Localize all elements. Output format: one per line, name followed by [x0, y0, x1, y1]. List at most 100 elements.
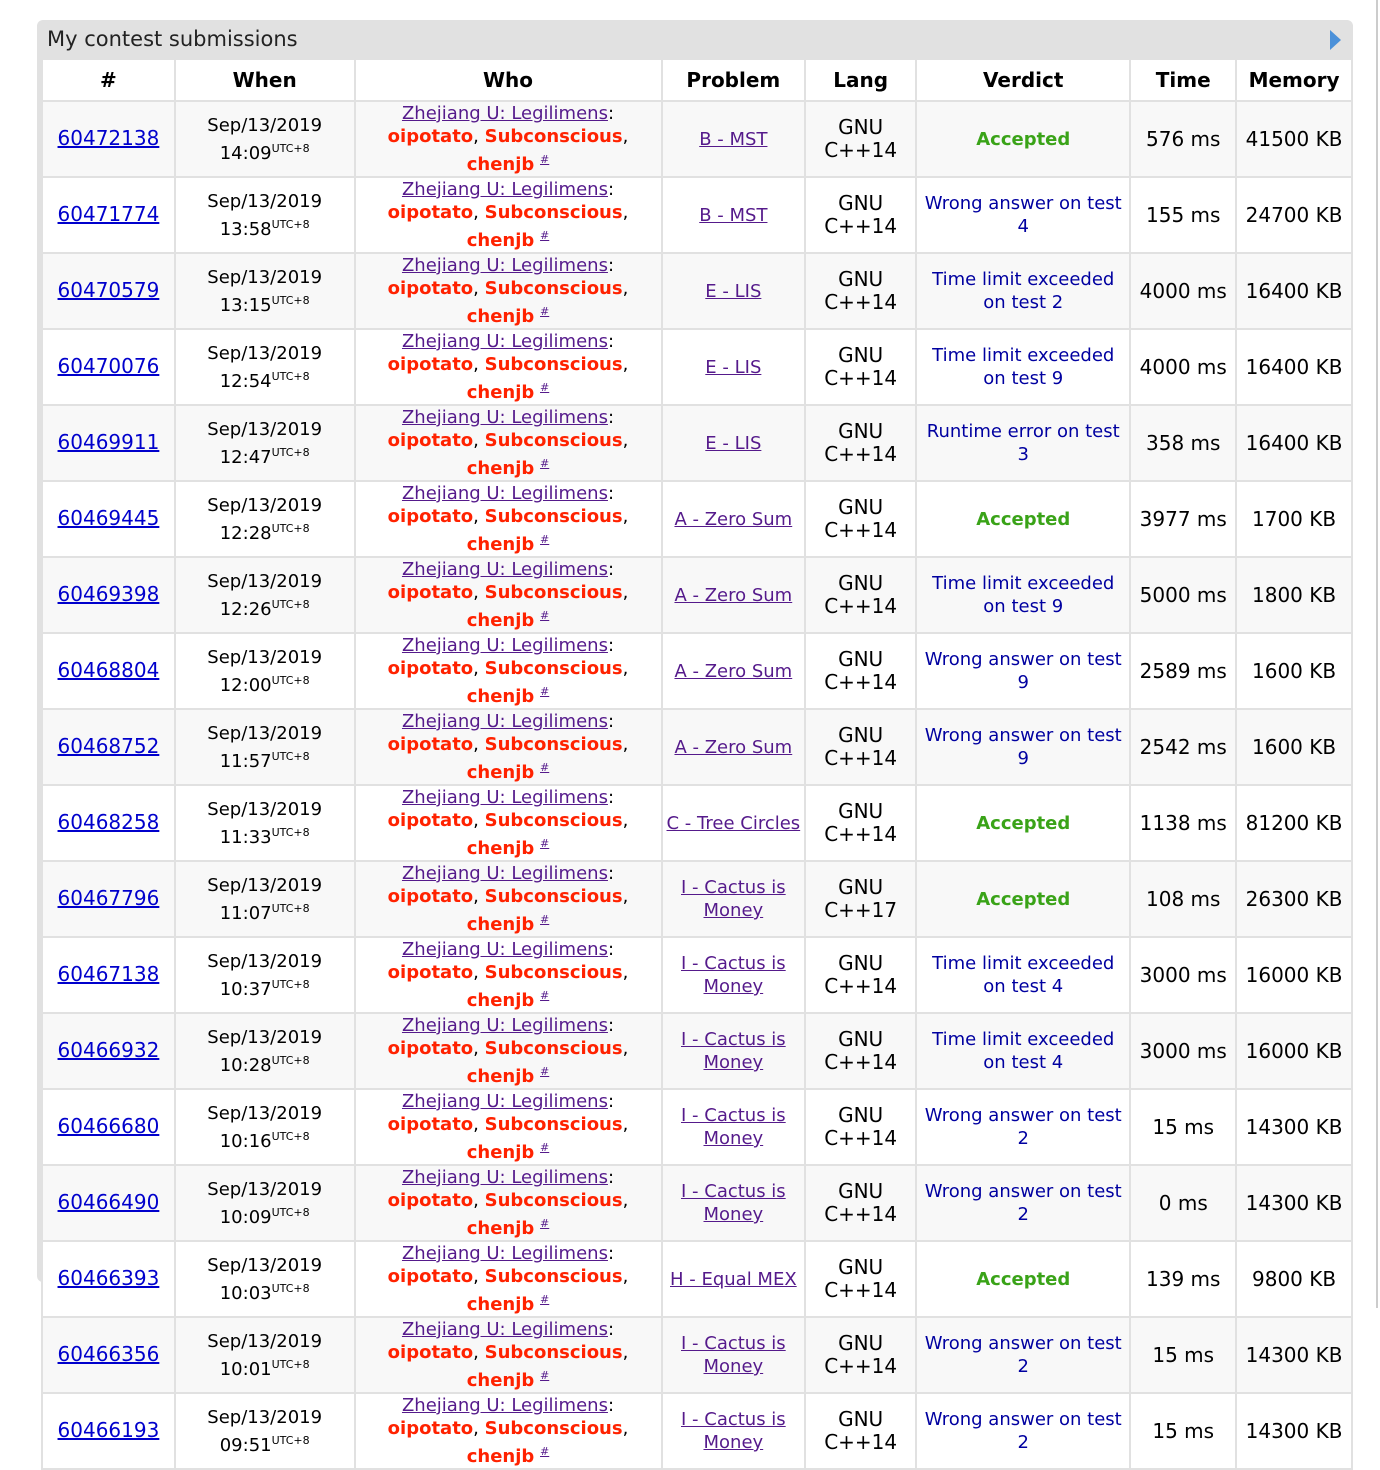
problem-link[interactable]: I - Cactus is Money: [681, 877, 786, 921]
problem-link[interactable]: A - Zero Sum: [674, 661, 792, 682]
team-link[interactable]: Zhejiang U: Legilimens: [402, 1395, 608, 1416]
member-link[interactable]: chenjb: [467, 610, 535, 631]
submission-id-link[interactable]: 60468258: [58, 810, 160, 834]
member-link[interactable]: chenjb: [467, 534, 535, 555]
team-link[interactable]: Zhejiang U: Legilimens: [402, 331, 608, 352]
member-hash-link[interactable]: #: [540, 1293, 549, 1306]
submission-id-link[interactable]: 60466490: [58, 1190, 160, 1214]
member-link[interactable]: oipotato: [388, 962, 474, 983]
problem-link[interactable]: I - Cactus is Money: [681, 1105, 786, 1149]
problem-link[interactable]: B - MST: [699, 129, 767, 150]
member-hash-link[interactable]: #: [540, 457, 549, 470]
member-link[interactable]: oipotato: [388, 1266, 474, 1287]
member-link[interactable]: chenjb: [467, 1218, 535, 1239]
member-link[interactable]: Subconscious: [485, 582, 623, 603]
submission-id-link[interactable]: 60467138: [58, 962, 160, 986]
submission-id-link[interactable]: 60471774: [58, 202, 160, 226]
team-link[interactable]: Zhejiang U: Legilimens: [402, 1243, 608, 1264]
problem-link[interactable]: C - Tree Circles: [667, 813, 801, 834]
member-hash-link[interactable]: #: [540, 837, 549, 850]
member-link[interactable]: chenjb: [467, 1370, 535, 1391]
submission-id-link[interactable]: 60469445: [58, 506, 160, 530]
member-link[interactable]: Subconscious: [485, 1266, 623, 1287]
team-link[interactable]: Zhejiang U: Legilimens: [402, 711, 608, 732]
member-link[interactable]: Subconscious: [485, 886, 623, 907]
member-link[interactable]: chenjb: [467, 1294, 535, 1315]
submission-id-link[interactable]: 60470579: [58, 278, 160, 302]
problem-link[interactable]: A - Zero Sum: [674, 585, 792, 606]
submission-id-link[interactable]: 60466680: [58, 1114, 160, 1138]
member-link[interactable]: Subconscious: [485, 734, 623, 755]
member-link[interactable]: Subconscious: [485, 810, 623, 831]
member-hash-link[interactable]: #: [540, 1141, 549, 1154]
member-link[interactable]: oipotato: [388, 126, 474, 147]
team-link[interactable]: Zhejiang U: Legilimens: [402, 407, 608, 428]
team-link[interactable]: Zhejiang U: Legilimens: [402, 1015, 608, 1036]
submission-id-link[interactable]: 60466193: [58, 1418, 160, 1442]
submission-id-link[interactable]: 60468804: [58, 658, 160, 682]
member-link[interactable]: oipotato: [388, 506, 474, 527]
team-link[interactable]: Zhejiang U: Legilimens: [402, 787, 608, 808]
submission-id-link[interactable]: 60469398: [58, 582, 160, 606]
member-link[interactable]: oipotato: [388, 658, 474, 679]
member-link[interactable]: oipotato: [388, 1114, 474, 1135]
member-link[interactable]: oipotato: [388, 202, 474, 223]
member-link[interactable]: Subconscious: [485, 658, 623, 679]
team-link[interactable]: Zhejiang U: Legilimens: [402, 939, 608, 960]
team-link[interactable]: Zhejiang U: Legilimens: [402, 635, 608, 656]
submission-id-link[interactable]: 60469911: [58, 430, 160, 454]
team-link[interactable]: Zhejiang U: Legilimens: [402, 179, 608, 200]
member-link[interactable]: chenjb: [467, 382, 535, 403]
member-link[interactable]: chenjb: [467, 914, 535, 935]
problem-link[interactable]: I - Cactus is Money: [681, 1409, 786, 1453]
member-link[interactable]: Subconscious: [485, 354, 623, 375]
member-link[interactable]: oipotato: [388, 1190, 474, 1211]
member-link[interactable]: Subconscious: [485, 278, 623, 299]
member-link[interactable]: oipotato: [388, 734, 474, 755]
member-link[interactable]: oipotato: [388, 354, 474, 375]
member-link[interactable]: oipotato: [388, 1342, 474, 1363]
member-hash-link[interactable]: #: [540, 685, 549, 698]
member-link[interactable]: Subconscious: [485, 202, 623, 223]
team-link[interactable]: Zhejiang U: Legilimens: [402, 483, 608, 504]
member-link[interactable]: oipotato: [388, 1418, 474, 1439]
member-link[interactable]: chenjb: [467, 1066, 535, 1087]
member-link[interactable]: chenjb: [467, 686, 535, 707]
member-link[interactable]: chenjb: [467, 1142, 535, 1163]
member-link[interactable]: chenjb: [467, 306, 535, 327]
submission-id-link[interactable]: 60468752: [58, 734, 160, 758]
member-link[interactable]: chenjb: [467, 990, 535, 1011]
member-link[interactable]: oipotato: [388, 1038, 474, 1059]
member-link[interactable]: oipotato: [388, 430, 474, 451]
submission-id-link[interactable]: 60472138: [58, 126, 160, 150]
member-link[interactable]: Subconscious: [485, 1038, 623, 1059]
submission-id-link[interactable]: 60466393: [58, 1266, 160, 1290]
problem-link[interactable]: E - LIS: [705, 357, 761, 378]
submission-id-link[interactable]: 60467796: [58, 886, 160, 910]
member-hash-link[interactable]: #: [540, 533, 549, 546]
team-link[interactable]: Zhejiang U: Legilimens: [402, 559, 608, 580]
member-link[interactable]: Subconscious: [485, 126, 623, 147]
member-link[interactable]: chenjb: [467, 838, 535, 859]
submission-id-link[interactable]: 60470076: [58, 354, 160, 378]
member-hash-link[interactable]: #: [540, 1065, 549, 1078]
member-link[interactable]: oipotato: [388, 278, 474, 299]
member-link[interactable]: chenjb: [467, 458, 535, 479]
member-link[interactable]: Subconscious: [485, 1190, 623, 1211]
member-hash-link[interactable]: #: [540, 305, 549, 318]
member-link[interactable]: oipotato: [388, 810, 474, 831]
member-link[interactable]: oipotato: [388, 886, 474, 907]
team-link[interactable]: Zhejiang U: Legilimens: [402, 1091, 608, 1112]
team-link[interactable]: Zhejiang U: Legilimens: [402, 255, 608, 276]
team-link[interactable]: Zhejiang U: Legilimens: [402, 1319, 608, 1340]
play-right-icon[interactable]: [1330, 30, 1341, 50]
member-link[interactable]: Subconscious: [485, 506, 623, 527]
member-link[interactable]: chenjb: [467, 762, 535, 783]
member-hash-link[interactable]: #: [540, 1445, 549, 1458]
problem-link[interactable]: I - Cactus is Money: [681, 1029, 786, 1073]
member-hash-link[interactable]: #: [540, 1217, 549, 1230]
submission-id-link[interactable]: 60466932: [58, 1038, 160, 1062]
member-hash-link[interactable]: #: [540, 761, 549, 774]
member-link[interactable]: chenjb: [467, 1446, 535, 1467]
problem-link[interactable]: B - MST: [699, 205, 767, 226]
